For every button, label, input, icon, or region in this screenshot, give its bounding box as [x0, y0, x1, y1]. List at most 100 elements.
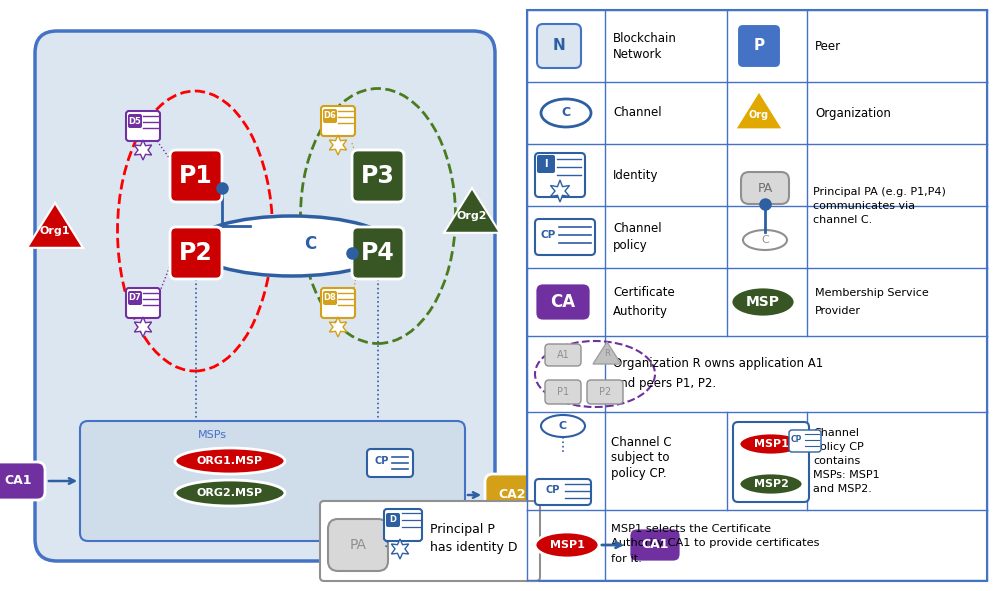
Text: has identity D: has identity D [430, 541, 518, 554]
Text: MSPs: MSP1: MSPs: MSP1 [813, 470, 880, 480]
Text: CA: CA [550, 293, 576, 311]
FancyBboxPatch shape [35, 31, 495, 561]
Text: CP: CP [375, 456, 389, 466]
FancyBboxPatch shape [320, 501, 540, 581]
Text: Principal P: Principal P [430, 522, 495, 535]
FancyBboxPatch shape [789, 430, 821, 452]
Polygon shape [134, 140, 152, 160]
FancyBboxPatch shape [545, 344, 581, 366]
Text: channel C.: channel C. [813, 215, 872, 225]
Text: CA1: CA1 [4, 475, 32, 488]
Text: policy: policy [613, 239, 648, 252]
FancyBboxPatch shape [535, 283, 591, 321]
Text: P1: P1 [557, 387, 569, 397]
Text: policy CP.: policy CP. [611, 466, 667, 479]
Text: D5: D5 [129, 116, 141, 125]
Ellipse shape [175, 448, 285, 474]
FancyBboxPatch shape [321, 106, 355, 136]
FancyBboxPatch shape [384, 509, 422, 541]
Text: MSP2: MSP2 [754, 479, 788, 489]
Text: Blockchain: Blockchain [613, 31, 677, 44]
FancyBboxPatch shape [535, 153, 585, 197]
Text: D7: D7 [129, 294, 141, 303]
Text: Identity: Identity [613, 168, 658, 181]
Polygon shape [444, 188, 500, 233]
Text: C: C [761, 235, 769, 245]
Text: ORG2.MSP: ORG2.MSP [197, 488, 263, 498]
Ellipse shape [535, 532, 599, 558]
Ellipse shape [739, 473, 803, 495]
Polygon shape [27, 203, 83, 248]
Text: Channel C: Channel C [611, 437, 672, 450]
Text: contains: contains [813, 456, 860, 466]
Ellipse shape [743, 230, 787, 250]
FancyBboxPatch shape [629, 528, 681, 562]
FancyBboxPatch shape [535, 479, 591, 505]
Text: C: C [561, 106, 571, 119]
Text: P1: P1 [179, 164, 213, 188]
FancyBboxPatch shape [545, 380, 581, 404]
Text: Channel: Channel [613, 106, 662, 119]
FancyBboxPatch shape [352, 150, 404, 202]
Ellipse shape [192, 216, 392, 276]
Text: N: N [553, 38, 565, 54]
FancyBboxPatch shape [128, 291, 142, 305]
Text: Network: Network [613, 47, 662, 60]
Text: D6: D6 [324, 112, 336, 121]
Text: CP: CP [790, 436, 802, 444]
FancyBboxPatch shape [126, 111, 160, 141]
FancyBboxPatch shape [128, 114, 142, 128]
FancyBboxPatch shape [328, 519, 388, 571]
FancyBboxPatch shape [537, 24, 581, 68]
Text: MSP: MSP [746, 295, 780, 309]
Text: Authority: Authority [613, 304, 668, 317]
Text: A1: A1 [557, 350, 569, 360]
Text: ORG1.MSP: ORG1.MSP [197, 456, 263, 466]
Ellipse shape [739, 433, 803, 455]
Text: PA: PA [757, 181, 773, 194]
FancyBboxPatch shape [741, 172, 789, 204]
Ellipse shape [731, 287, 795, 317]
FancyBboxPatch shape [0, 462, 45, 500]
Polygon shape [134, 317, 152, 337]
Text: Provider: Provider [815, 306, 861, 316]
FancyBboxPatch shape [485, 474, 539, 516]
Text: MSP1 selects the Certificate: MSP1 selects the Certificate [611, 524, 771, 534]
Polygon shape [735, 91, 783, 129]
Text: P4: P4 [361, 241, 395, 265]
Text: Org2: Org2 [457, 211, 487, 221]
Text: subject to: subject to [611, 450, 670, 463]
Text: for it.: for it. [611, 554, 642, 564]
FancyBboxPatch shape [323, 291, 337, 305]
Text: MSPs: MSPs [198, 430, 226, 440]
FancyBboxPatch shape [535, 219, 595, 255]
Text: communicates via: communicates via [813, 201, 915, 211]
FancyBboxPatch shape [527, 10, 987, 581]
Text: P2: P2 [599, 387, 611, 397]
Polygon shape [593, 342, 621, 364]
Text: Organization R owns application A1: Organization R owns application A1 [613, 358, 823, 371]
FancyBboxPatch shape [737, 24, 781, 68]
Text: I: I [544, 159, 548, 169]
Text: Peer: Peer [815, 40, 841, 53]
Text: P: P [753, 38, 765, 54]
Text: policy CP: policy CP [813, 442, 864, 452]
Text: R: R [604, 349, 610, 359]
Text: CP: CP [546, 485, 560, 495]
Text: PA: PA [350, 538, 366, 552]
Text: P2: P2 [179, 241, 213, 265]
FancyBboxPatch shape [386, 513, 400, 527]
Text: D: D [390, 515, 396, 524]
Text: MSP1: MSP1 [550, 540, 584, 550]
Polygon shape [550, 180, 570, 202]
Text: MSP1: MSP1 [754, 439, 788, 449]
Text: Org: Org [749, 110, 769, 120]
Text: N: N [459, 524, 475, 543]
Ellipse shape [175, 480, 285, 506]
Ellipse shape [541, 415, 585, 437]
Polygon shape [329, 135, 347, 155]
Text: Principal PA (e.g. P1,P4): Principal PA (e.g. P1,P4) [813, 187, 946, 197]
FancyBboxPatch shape [733, 422, 809, 502]
Polygon shape [329, 317, 347, 337]
Text: CP: CP [540, 230, 556, 240]
